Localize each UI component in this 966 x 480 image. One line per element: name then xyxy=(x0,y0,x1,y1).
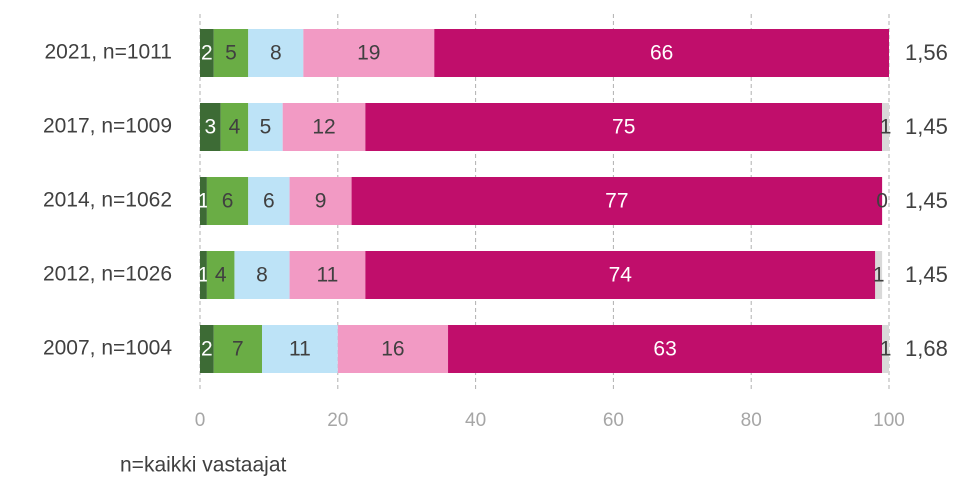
average-label: 1,45 xyxy=(905,114,948,139)
bar-segment xyxy=(206,177,249,225)
data-label: 66 xyxy=(650,42,673,65)
data-label: 74 xyxy=(609,264,633,287)
data-label: 4 xyxy=(215,264,227,287)
data-label: 16 xyxy=(381,338,404,361)
y-tick-label: 2017, n=1009 xyxy=(43,115,172,138)
y-tick-label: 2014, n=1062 xyxy=(43,189,172,212)
average-label: 1,45 xyxy=(905,262,948,287)
bar-segment xyxy=(248,177,290,225)
bar-segment xyxy=(882,103,889,151)
bar-segment xyxy=(213,325,263,373)
bar-segment xyxy=(351,177,883,225)
data-label: 2 xyxy=(201,338,213,361)
data-label: 1 xyxy=(198,264,210,287)
bar-segment xyxy=(220,103,249,151)
bar-segment xyxy=(200,177,207,225)
data-label: 1 xyxy=(873,264,885,287)
data-label: 8 xyxy=(270,42,282,65)
bar-segment xyxy=(206,251,235,299)
bar-segment xyxy=(875,251,883,299)
bar-segment xyxy=(282,103,366,151)
bar-segment xyxy=(289,177,352,225)
bar-segment xyxy=(434,29,889,77)
data-label: 7 xyxy=(232,338,244,361)
data-label: 6 xyxy=(222,190,234,213)
data-label: 19 xyxy=(357,42,380,65)
data-label: 4 xyxy=(229,116,241,139)
average-label: 1,45 xyxy=(905,188,948,213)
bar-segment xyxy=(337,325,449,373)
x-tick-label: 80 xyxy=(741,410,762,431)
bar-segment xyxy=(289,251,366,299)
bar-segment xyxy=(365,251,876,299)
bar-segment xyxy=(448,325,883,373)
data-label: 75 xyxy=(612,116,635,139)
data-label: 1 xyxy=(198,190,210,213)
data-label: 2 xyxy=(201,42,213,65)
data-label: 5 xyxy=(260,116,272,139)
data-label: 11 xyxy=(317,264,339,287)
bar-segment xyxy=(200,251,207,299)
footnote: n=kaikki vastaajat xyxy=(120,454,287,477)
bar-segment xyxy=(303,29,435,77)
data-label: 0 xyxy=(876,190,888,213)
y-tick-label: 2012, n=1026 xyxy=(43,263,172,286)
bar-segment xyxy=(200,103,221,151)
bar-segment xyxy=(200,29,214,77)
x-tick-label: 40 xyxy=(465,410,486,431)
bar-segment xyxy=(248,29,304,77)
data-label: 8 xyxy=(256,264,268,287)
average-label: 1,56 xyxy=(905,40,948,65)
bar-segment xyxy=(882,325,889,373)
x-tick-label: 20 xyxy=(327,410,348,431)
bar-segment xyxy=(234,251,290,299)
bar-segment xyxy=(365,103,883,151)
x-tick-label: 0 xyxy=(195,410,206,431)
data-label: 77 xyxy=(605,190,628,213)
data-label: 1 xyxy=(880,116,892,139)
data-label: 63 xyxy=(653,338,676,361)
bar-segment xyxy=(248,103,283,151)
x-tick-label: 100 xyxy=(873,410,905,431)
data-label: 3 xyxy=(204,116,216,139)
y-tick-label: 2007, n=1004 xyxy=(43,337,172,360)
y-tick-label: 2021, n=1011 xyxy=(45,41,173,64)
bar-segment xyxy=(262,325,338,373)
data-label: 1 xyxy=(880,338,892,361)
x-tick-label: 60 xyxy=(603,410,624,431)
average-label: 1,68 xyxy=(905,336,948,361)
bar-segment xyxy=(213,29,249,77)
data-label: 6 xyxy=(263,190,275,213)
data-label: 9 xyxy=(315,190,327,213)
bar-segment xyxy=(200,325,214,373)
data-label: 5 xyxy=(225,42,237,65)
data-label: 12 xyxy=(312,116,335,139)
data-label: 11 xyxy=(289,338,311,361)
